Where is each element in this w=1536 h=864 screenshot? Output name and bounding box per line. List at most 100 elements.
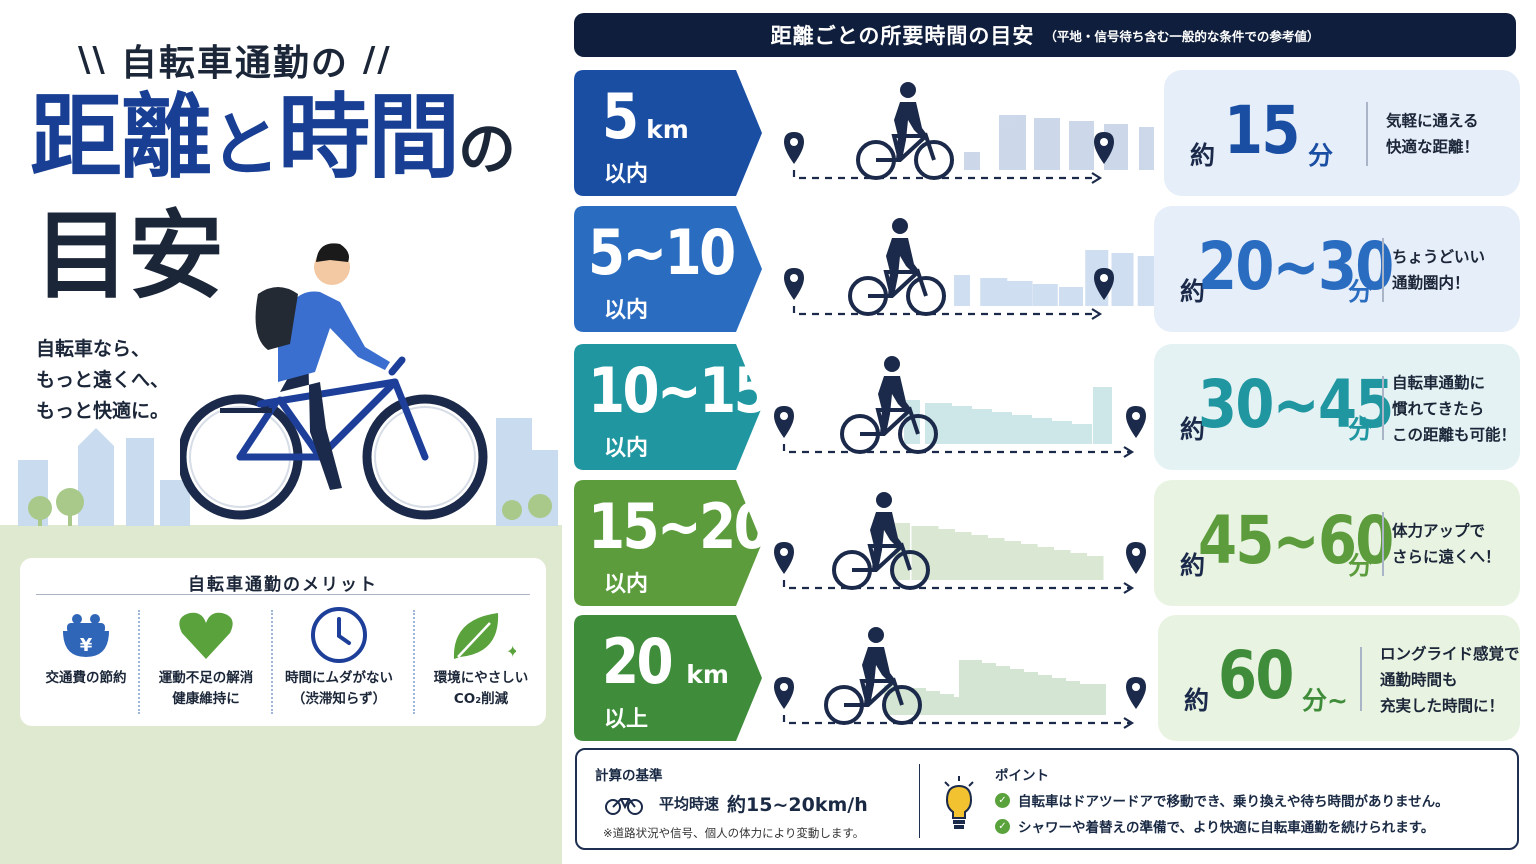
time-note: ちょうどいい 通勤圏内！ (1392, 244, 1485, 296)
time-result: 約 60 分~ ロングライド感覚で 通勤時間も 充実した時間に！ (1158, 615, 1520, 741)
time-result: 約 15 分 気軽に通える 快適な距離！ (1164, 70, 1520, 196)
speed-line: 平均時速 約15~20km/h (605, 790, 868, 817)
distance-number: 5~10 (588, 216, 736, 289)
divider (1366, 102, 1368, 166)
tagline-line: もっと快適に。 (36, 400, 170, 422)
cyclist-icon (856, 82, 954, 180)
distance-row: 10~15 km 以内 約 30~45 分自転車通勤に 慣れてきたら この距離も可能！ (574, 344, 1520, 470)
distance-unit: km (646, 115, 689, 144)
route-scene (774, 492, 1146, 594)
merit-item: 時間にムダがない （渋滞知らず） (275, 602, 403, 720)
distance-qualifier: 以内 (604, 162, 649, 187)
end-pin-icon (1094, 132, 1114, 164)
merit-label: （渋滞知らず） (291, 691, 387, 707)
divider (413, 610, 415, 714)
distance-tab: 5 km 以内 (574, 70, 762, 196)
start-pin-icon (784, 268, 804, 300)
merits-card: 自転車通勤のメリット ¥ 交通費の節約 運動不足の解消 健康維持に 時間にムダが… (20, 558, 546, 726)
note-line: 通勤時間も (1380, 671, 1458, 689)
leaf-icon: ✦ (453, 613, 516, 661)
section-title: 距離ごとの所要時間の目安 (770, 24, 1035, 48)
speed-value: 約15~20km/h (727, 794, 868, 816)
section-header: 距離ごとの所要時間の目安 （平地・信号待ち含む一般的な条件での参考値） (574, 13, 1516, 57)
approx-prefix: 約 (1184, 686, 1210, 715)
merits-title: 自転車通勤のメリット (188, 575, 378, 595)
end-pin-icon (1126, 677, 1146, 709)
start-pin-icon (774, 542, 794, 574)
basis-title: 計算の基準 (595, 768, 663, 784)
time-value: 30~45 (1198, 366, 1394, 443)
note-line: 自転車通勤に (1392, 374, 1486, 392)
note-line: 気軽に通える (1386, 112, 1479, 130)
points-title: ポイント (995, 768, 1049, 784)
deco-slash-right: // (362, 40, 392, 80)
kicker-text: 自転車通勤の (120, 43, 349, 84)
merit-label: 時間にムダがない (285, 670, 393, 686)
distance-unit: km (686, 660, 729, 689)
time-value: 60 (1218, 637, 1294, 714)
main-title-line2: 目安 (34, 200, 224, 312)
note-line: ちょうどいい (1392, 248, 1486, 266)
merit-label: 交通費の節約 (45, 670, 127, 686)
distance-number: 20 (602, 625, 674, 698)
time-result: 約 30~45 分自転車通勤に 慣れてきたら この距離も可能！ (1154, 344, 1520, 470)
note-line: さらに遠くへ！ (1392, 548, 1501, 566)
distance-value: 5~10 km (588, 216, 804, 289)
check-icon: ✓ (995, 792, 1010, 808)
divider (919, 764, 920, 838)
yen-purse-icon: ¥ (63, 614, 109, 657)
end-pin-icon (1094, 268, 1114, 300)
distance-qualifier: 以内 (604, 298, 649, 323)
note-line: 慣れてきたら (1392, 400, 1485, 418)
distance-row: 5~10 km 以内 約 20~30 分ちょうどいい 通勤圏内！ (574, 206, 1520, 332)
kicker: \\ 自転車通勤の // (78, 34, 392, 86)
left-panel: \\ 自転車通勤の // 距離と時間の 目安 自転車なら、 もっと遠くへ、 もっ… (0, 0, 562, 864)
divider (1382, 238, 1384, 302)
note-line: ロングライド感覚で (1380, 645, 1520, 663)
divider (1382, 512, 1384, 576)
cyclist-icon (848, 218, 946, 316)
distance-qualifier: 以上 (604, 707, 649, 732)
main-title-line1: 距離と時間の (30, 92, 516, 186)
route-scene (784, 218, 1154, 320)
time-result: 約 20~30 分ちょうどいい 通勤圏内！ (1154, 206, 1520, 332)
distance-value: 10~15 km (588, 354, 844, 427)
distance-unit: km (801, 389, 845, 418)
end-pin-icon (1126, 406, 1146, 438)
merit-item: 運動不足の解消 健康維持に (142, 602, 270, 720)
distance-value: 20 km (602, 625, 729, 698)
check-icon: ✓ (995, 818, 1010, 834)
distance-row: 20 km 以上 約 60 分~ ロングライド感覚で 通勤時間も 充実した時間に！ (574, 615, 1520, 741)
time-unit: 分~ (1302, 686, 1348, 715)
merit-item: ✦ 環境にやさしい CO₂削減 (417, 602, 545, 720)
distance-number: 5 (602, 80, 639, 153)
distance-value: 5 km (602, 80, 689, 153)
start-pin-icon (774, 406, 794, 438)
point-text: 自転車はドアツードアで移動でき、乗り換えや待ち時間がありません。 (1018, 794, 1449, 810)
deco-slash-left: \\ (78, 40, 107, 80)
route-scene (774, 627, 1146, 729)
title-part1: 距離 (30, 84, 212, 191)
speed-label: 平均時速 (659, 795, 720, 813)
point-item: ✓ 自転車はドアツードアで移動でき、乗り換えや待ち時間がありません。 (995, 790, 1449, 810)
merit-label: CO₂削減 (453, 691, 509, 707)
tagline-line: 自転車なら、 (36, 338, 151, 360)
distance-tab: 10~15 km 以内 (574, 344, 844, 470)
time-value: 45~60 (1198, 502, 1394, 579)
point-text: シャワーや着替えの準備で、より快適に自転車通勤を続けられます。 (1018, 820, 1435, 836)
approx-prefix: 約 (1180, 551, 1206, 580)
divider (1360, 647, 1362, 711)
note-line: 快適な距離！ (1386, 138, 1480, 156)
clock-icon (311, 607, 367, 663)
divider (138, 610, 140, 714)
caveat: ※道路状況や信号、個人の体力により変動します。 (603, 826, 865, 840)
lightbulb-icon (944, 776, 974, 829)
route-scene (784, 82, 1154, 184)
distance-tab: 5~10 km 以内 (574, 206, 804, 332)
distance-row: 5 km 以内 約 15 分 気軽に通える 快適な距離！ (574, 70, 1520, 196)
point-item: ✓ シャワーや着替えの準備で、より快適に自転車通勤を続けられます。 (995, 816, 1434, 836)
cyclist-icon (832, 492, 930, 590)
title-and: と (210, 104, 280, 186)
approx-prefix: 約 (1190, 141, 1216, 170)
